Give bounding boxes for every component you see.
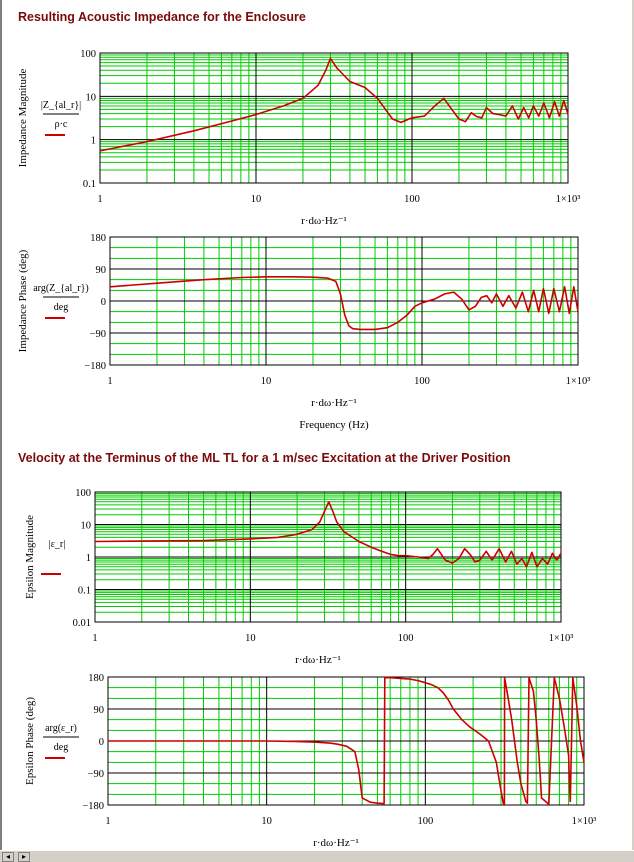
scroll-right-arrow-icon[interactable]: ▸ bbox=[18, 852, 30, 862]
x-tick-label: 100 bbox=[414, 376, 430, 387]
impedance-magnitude-frame bbox=[99, 52, 569, 184]
y-tick-label: 90 bbox=[96, 265, 107, 276]
x-tick-label: 100 bbox=[404, 194, 420, 205]
window-right-edge bbox=[632, 0, 634, 850]
epsilon-magnitude-expression: |ε_r| bbox=[49, 539, 66, 550]
epsilon-magnitude-xlabel: r·dω·Hz⁻¹ bbox=[295, 654, 341, 666]
y-tick-label: 1 bbox=[91, 136, 96, 147]
x-tick-label: 1×10³ bbox=[556, 194, 581, 205]
epsilon-magnitude-ylabel: Epsilon Magnitude bbox=[24, 515, 36, 599]
impedance-section-title: Resulting Acoustic Impedance for the Enc… bbox=[18, 10, 306, 24]
window-left-edge bbox=[0, 0, 2, 850]
epsilon-phase-expression: arg(ε_r) bbox=[45, 723, 77, 734]
y-tick-label: −90 bbox=[88, 769, 104, 780]
x-tick-label: 10 bbox=[251, 194, 262, 205]
y-tick-label: 0.1 bbox=[78, 586, 91, 597]
y-tick-label: −180 bbox=[82, 801, 104, 812]
impedance-magnitude-plot-area bbox=[100, 53, 568, 183]
y-tick-label: −90 bbox=[90, 329, 106, 340]
y-tick-label: 100 bbox=[75, 488, 91, 499]
y-tick-label: 90 bbox=[94, 705, 105, 716]
y-tick-label: 1 bbox=[86, 553, 91, 564]
epsilon-phase-xlabel: r·dω·Hz⁻¹ bbox=[313, 837, 359, 849]
y-tick-label: 0 bbox=[99, 737, 104, 748]
impedance-phase-expression: arg(Z_{al_r}) bbox=[33, 283, 89, 294]
scroll-left-arrow-icon[interactable]: ◂ bbox=[2, 852, 14, 862]
epsilon-phase-denominator: deg bbox=[54, 742, 68, 753]
x-tick-label: 100 bbox=[398, 633, 414, 644]
x-tick-label: 10 bbox=[245, 633, 256, 644]
y-tick-label: 100 bbox=[80, 49, 96, 60]
impedance-magnitude-denominator: ρ·c bbox=[55, 119, 68, 130]
epsilon-magnitude-curve bbox=[94, 501, 562, 568]
horizontal-scrollbar[interactable]: ◂ ▸ bbox=[0, 850, 634, 862]
impedance-phase-curve bbox=[109, 276, 579, 331]
x-tick-label: 1×10³ bbox=[572, 816, 597, 827]
impedance-phase-xlabel2: Frequency (Hz) bbox=[299, 419, 369, 431]
x-tick-label: 100 bbox=[417, 816, 433, 827]
y-tick-label: 0 bbox=[101, 297, 106, 308]
x-tick-label: 1×10³ bbox=[566, 376, 591, 387]
y-tick-label: 0.01 bbox=[73, 618, 91, 629]
x-tick-label: 1 bbox=[92, 633, 97, 644]
impedance-phase-frame bbox=[109, 236, 579, 366]
impedance-magnitude-xlabel: r·dω·Hz⁻¹ bbox=[301, 215, 347, 227]
x-tick-label: 10 bbox=[261, 376, 272, 387]
y-tick-label: 180 bbox=[88, 673, 104, 684]
impedance-magnitude-ylabel: Impedance Magnitude bbox=[17, 69, 29, 168]
impedance-magnitude-curve bbox=[99, 57, 569, 152]
y-tick-label: 10 bbox=[81, 521, 92, 532]
y-tick-label: 10 bbox=[86, 92, 97, 103]
x-tick-label: 1 bbox=[97, 194, 102, 205]
epsilon-phase-ylabel: Epsilon Phase (deg) bbox=[24, 697, 36, 785]
x-tick-label: 10 bbox=[261, 816, 272, 827]
epsilon-magnitude-frame bbox=[94, 491, 562, 623]
x-tick-label: 1×10³ bbox=[549, 633, 574, 644]
impedance-phase-denominator: deg bbox=[54, 302, 68, 313]
y-tick-label: 0.1 bbox=[83, 179, 96, 190]
impedance-magnitude-expression: |Z_{al_r}| bbox=[41, 100, 81, 111]
x-tick-label: 1 bbox=[107, 376, 112, 387]
y-tick-label: 180 bbox=[90, 233, 106, 244]
velocity-section-title: Velocity at the Terminus of the ML TL fo… bbox=[18, 451, 511, 465]
impedance-phase-xlabel: r·dω·Hz⁻¹ bbox=[311, 397, 357, 409]
x-tick-label: 1 bbox=[105, 816, 110, 827]
y-tick-label: −180 bbox=[84, 361, 106, 372]
epsilon-phase-curve bbox=[108, 676, 585, 806]
impedance-phase-ylabel: Impedance Phase (deg) bbox=[17, 249, 29, 352]
